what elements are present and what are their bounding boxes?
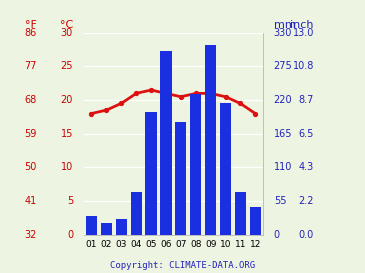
- Text: 0.0: 0.0: [299, 230, 314, 240]
- Text: 25: 25: [61, 61, 73, 72]
- Text: °F: °F: [24, 20, 36, 29]
- Text: 30: 30: [61, 28, 73, 38]
- Bar: [101, 222, 112, 235]
- Text: °C: °C: [60, 20, 73, 29]
- Bar: [190, 94, 201, 235]
- Text: 8.7: 8.7: [299, 95, 314, 105]
- Text: 10.8: 10.8: [292, 61, 314, 72]
- Bar: [250, 207, 261, 235]
- Text: 41: 41: [24, 196, 36, 206]
- Text: 220: 220: [274, 95, 292, 105]
- Text: 0: 0: [274, 230, 280, 240]
- Text: Copyright: CLIMATE-DATA.ORG: Copyright: CLIMATE-DATA.ORG: [110, 261, 255, 270]
- Text: 77: 77: [24, 61, 36, 72]
- Bar: [116, 219, 127, 235]
- Text: 6.5: 6.5: [299, 129, 314, 139]
- Bar: [205, 45, 216, 235]
- Text: 20: 20: [61, 95, 73, 105]
- Bar: [235, 192, 246, 235]
- Text: 59: 59: [24, 129, 36, 139]
- Text: 68: 68: [24, 95, 36, 105]
- Text: 0: 0: [67, 230, 73, 240]
- Bar: [175, 121, 187, 235]
- Text: 55: 55: [274, 196, 286, 206]
- Bar: [145, 112, 157, 235]
- Bar: [220, 103, 231, 235]
- Text: 110: 110: [274, 162, 292, 173]
- Text: 4.3: 4.3: [299, 162, 314, 173]
- Text: 86: 86: [24, 28, 36, 38]
- Text: 165: 165: [274, 129, 292, 139]
- Text: 50: 50: [24, 162, 36, 173]
- Text: 330: 330: [274, 28, 292, 38]
- Text: 15: 15: [61, 129, 73, 139]
- Bar: [131, 192, 142, 235]
- Text: 275: 275: [274, 61, 292, 72]
- Bar: [160, 51, 172, 235]
- Text: 5: 5: [67, 196, 73, 206]
- Text: 2.2: 2.2: [299, 196, 314, 206]
- Text: inch: inch: [291, 20, 314, 29]
- Bar: [86, 216, 97, 235]
- Text: 32: 32: [24, 230, 36, 240]
- Text: 10: 10: [61, 162, 73, 173]
- Text: mm: mm: [274, 20, 296, 29]
- Text: 13.0: 13.0: [292, 28, 314, 38]
